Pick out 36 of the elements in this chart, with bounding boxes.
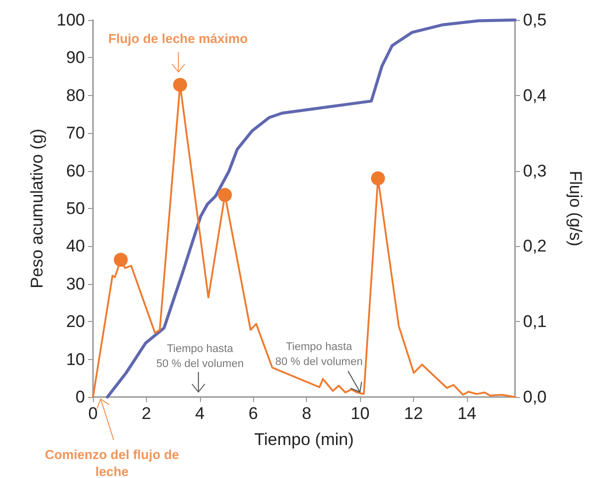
y-tick-label: 80 <box>66 86 85 105</box>
y-tick-label: 70 <box>66 124 85 143</box>
annotation: Tiempo hasta 80 % del volumen <box>275 341 363 368</box>
y-tick-label: 30 <box>66 274 85 294</box>
y2-tick-label: 0,3 <box>523 161 547 180</box>
x-tick-label: 6 <box>248 404 258 423</box>
point <box>371 171 385 186</box>
y-tick-label: 40 <box>66 236 85 256</box>
x-tick-label: 4 <box>195 404 205 423</box>
y-tick-label: 60 <box>66 161 85 180</box>
x-tick-label: 14 <box>457 404 476 423</box>
x-tick-label: 12 <box>404 404 423 423</box>
point <box>173 78 188 92</box>
text: Comienzo del flujo de leche <box>44 447 180 478</box>
x-tick-label: 2 <box>142 404 152 423</box>
y2-tick-label: 0,2 <box>523 236 547 256</box>
point <box>114 252 128 267</box>
x-axis-title: Tiempo (min) <box>254 430 354 449</box>
annotation: Tiempo hasta 50 % del volumen <box>156 343 244 370</box>
x-tick-label: 10 <box>350 404 370 423</box>
y-tick-label: 0 <box>76 388 85 406</box>
y2-tick-label: 0,5 <box>523 10 547 30</box>
annotation: Flujo de leche máximo <box>108 31 248 46</box>
point <box>218 188 232 202</box>
y-tick-label: 20 <box>66 312 85 332</box>
y2-tick-label: 0,4 <box>523 86 547 105</box>
y-tick-label: 90 <box>66 48 85 68</box>
y-axis-title: Peso acumulativo (g) <box>28 128 47 288</box>
y-tick-label: 50 <box>66 199 85 218</box>
y-tick-label: 100 <box>56 10 85 30</box>
x-tick-label: 8 <box>302 404 312 423</box>
x-tick-label: 0 <box>88 404 98 423</box>
y2-tick-label: 0,0 <box>523 388 547 406</box>
y2-axis-title: Flujo (g/s) <box>566 170 585 246</box>
y-tick-label: 10 <box>66 350 85 369</box>
y2-tick-label: 0,1 <box>523 312 547 332</box>
